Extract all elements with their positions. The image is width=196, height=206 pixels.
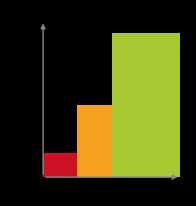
- Bar: [112, 33, 180, 177]
- Bar: [77, 105, 112, 177]
- Bar: [43, 153, 77, 177]
